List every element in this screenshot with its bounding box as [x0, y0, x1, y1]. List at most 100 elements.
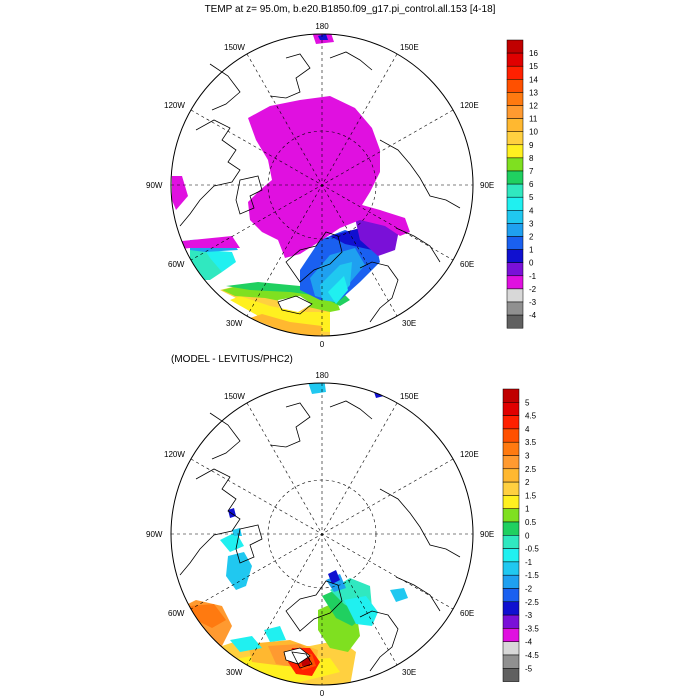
bottom-colorbar-swatch — [502, 495, 520, 509]
bottom-lon-label-30w: 30W — [226, 668, 243, 677]
page-title: TEMP at z= 95.0m, b.e20.B1850.f09_g17.pi… — [204, 4, 496, 15]
top-lon-label-150w: 150W — [224, 43, 245, 52]
bottom-polar-map — [170, 382, 474, 686]
arctic-ice-magenta-field — [248, 96, 410, 258]
top-colorbar-tick-label: -3 — [529, 298, 537, 307]
top-colorbar-tick-label: 8 — [529, 154, 534, 163]
bottom-lon-label-150e: 150E — [400, 392, 419, 401]
bottom-graticule — [171, 383, 473, 685]
top-colorbar-swatch — [506, 223, 524, 237]
bottom-colorbar: 5 4.5 4 3.5 3 2.5 2 1.5 1 0.5 0 -0.5 -1 -1.5 -2 -2.5 -3 -… — [502, 388, 539, 682]
top-colorbar-tick-label: 9 — [529, 141, 534, 150]
top-colorbar-swatch — [506, 39, 524, 54]
bottom-colorbar-swatch — [502, 428, 520, 443]
top-colorbar-tick-label: 13 — [529, 88, 538, 97]
bottom-colorbar-swatch — [502, 668, 520, 682]
bottom-colorbar-swatch — [502, 508, 520, 523]
top-colorbar-swatch — [506, 52, 524, 67]
top-colorbar-swatch — [506, 196, 524, 211]
bottom-lon-label-60e: 60E — [460, 609, 474, 618]
bottom-colorbar-tick-label: 3.5 — [525, 438, 537, 447]
bottom-colorbar-tick-label: -0.5 — [525, 545, 539, 554]
bottom-difference-field — [172, 383, 408, 685]
bottom-colorbar-tick-label: 0 — [525, 531, 530, 540]
bottom-colorbar-swatch — [502, 441, 520, 456]
bottom-lon-label-120e: 120E — [460, 450, 479, 459]
bottom-colorbar-tick-label: -4 — [525, 638, 533, 647]
bottom-colorbar-swatch — [502, 455, 520, 470]
bottom-lon-label-90e: 90E — [480, 530, 494, 539]
bottom-colorbar-tick-label: 3 — [525, 452, 530, 461]
bottom-colorbar-tick-label: 4 — [525, 425, 530, 434]
bottom-colorbar-tick-label: -1 — [525, 558, 533, 567]
top-lon-label-30w: 30W — [226, 319, 243, 328]
top-colorbar-tick-label: -2 — [529, 285, 537, 294]
top-lon-label-0: 0 — [320, 340, 325, 349]
bottom-colorbar-tick-label: -4.5 — [525, 651, 539, 660]
top-colorbar-tick-label: 16 — [529, 49, 538, 58]
top-graticule — [171, 34, 473, 336]
bottom-colorbar-swatch — [502, 535, 520, 549]
bottom-lon-label-150w: 150W — [224, 392, 245, 401]
top-colorbar-tick-label: 12 — [529, 102, 538, 111]
top-colorbar-tick-label: 14 — [529, 75, 538, 84]
top-colorbar-swatch — [506, 236, 524, 250]
bottom-lon-label-180: 180 — [315, 371, 329, 380]
bottom-coastlines — [179, 400, 461, 672]
bottom-colorbar-swatch — [502, 481, 520, 496]
top-lon-label-150e: 150E — [400, 43, 419, 52]
bottom-colorbar-swatch — [502, 468, 520, 483]
top-colorbar-swatch — [506, 301, 524, 316]
top-colorbar-tick-label: -1 — [529, 272, 537, 281]
bottom-colorbar-tick-label: -3 — [525, 611, 533, 620]
top-lon-label-90w: 90W — [146, 181, 163, 190]
top-colorbar-tick-label: 15 — [529, 62, 538, 71]
top-colorbar-tick-label: 0 — [529, 259, 534, 268]
bottom-colorbar-swatch — [502, 601, 520, 616]
top-polar-map — [170, 33, 474, 337]
top-colorbar-tick-label: 11 — [529, 115, 538, 124]
top-colorbar-swatch — [506, 157, 524, 172]
difference-panel-title: (MODEL - LEVITUS/PHC2) — [171, 354, 293, 365]
top-colorbar-swatch — [506, 210, 524, 224]
top-colorbar-swatch — [506, 79, 524, 93]
bottom-colorbar-swatch — [502, 388, 520, 403]
top-lon-label-60w: 60W — [168, 260, 185, 269]
bottom-colorbar-tick-label: -5 — [525, 664, 533, 673]
bottom-colorbar-swatch — [502, 654, 520, 669]
top-colorbar-swatch — [506, 249, 524, 263]
top-colorbar-swatch — [506, 314, 524, 329]
top-colorbar-tick-label: 7 — [529, 167, 534, 176]
bottom-colorbar-swatch — [502, 628, 520, 642]
top-colorbar-tick-label: 10 — [529, 128, 538, 137]
bottom-colorbar-tick-label: 2.5 — [525, 465, 537, 474]
top-colorbar-swatch — [506, 131, 524, 146]
bottom-colorbar-swatch — [502, 402, 520, 416]
top-temperature-field — [172, 34, 410, 336]
top-colorbar-swatch — [506, 65, 524, 80]
top-colorbar-tick-label: -4 — [529, 311, 537, 320]
bottom-lon-label-30e: 30E — [402, 668, 416, 677]
top-colorbar-swatch — [506, 183, 524, 198]
bottom-colorbar-tick-label: -2 — [525, 585, 533, 594]
bottom-colorbar-swatch — [502, 548, 520, 563]
top-colorbar-tick-label: 4 — [529, 206, 534, 215]
top-lon-label-120w: 120W — [164, 101, 185, 110]
bottom-lon-label-90w: 90W — [146, 530, 163, 539]
bottom-colorbar-tick-label: 5 — [525, 398, 530, 407]
bottom-colorbar-swatch — [502, 588, 520, 603]
top-colorbar-tick-label: 3 — [529, 219, 534, 228]
bottom-colorbar-swatch — [502, 641, 520, 656]
top-colorbar-tick-label: 6 — [529, 180, 534, 189]
top-colorbar-tick-label: 5 — [529, 193, 534, 202]
bottom-colorbar-swatch — [502, 415, 520, 430]
bottom-colorbar-swatch — [502, 614, 520, 629]
bottom-colorbar-tick-label: 1.5 — [525, 491, 537, 500]
bottom-colorbar-tick-label: -3.5 — [525, 624, 539, 633]
top-colorbar-swatch — [506, 92, 524, 106]
top-coastlines — [179, 51, 461, 323]
top-colorbar-swatch — [506, 288, 524, 303]
top-colorbar-swatch — [506, 262, 524, 277]
bottom-colorbar-swatch — [502, 521, 520, 536]
